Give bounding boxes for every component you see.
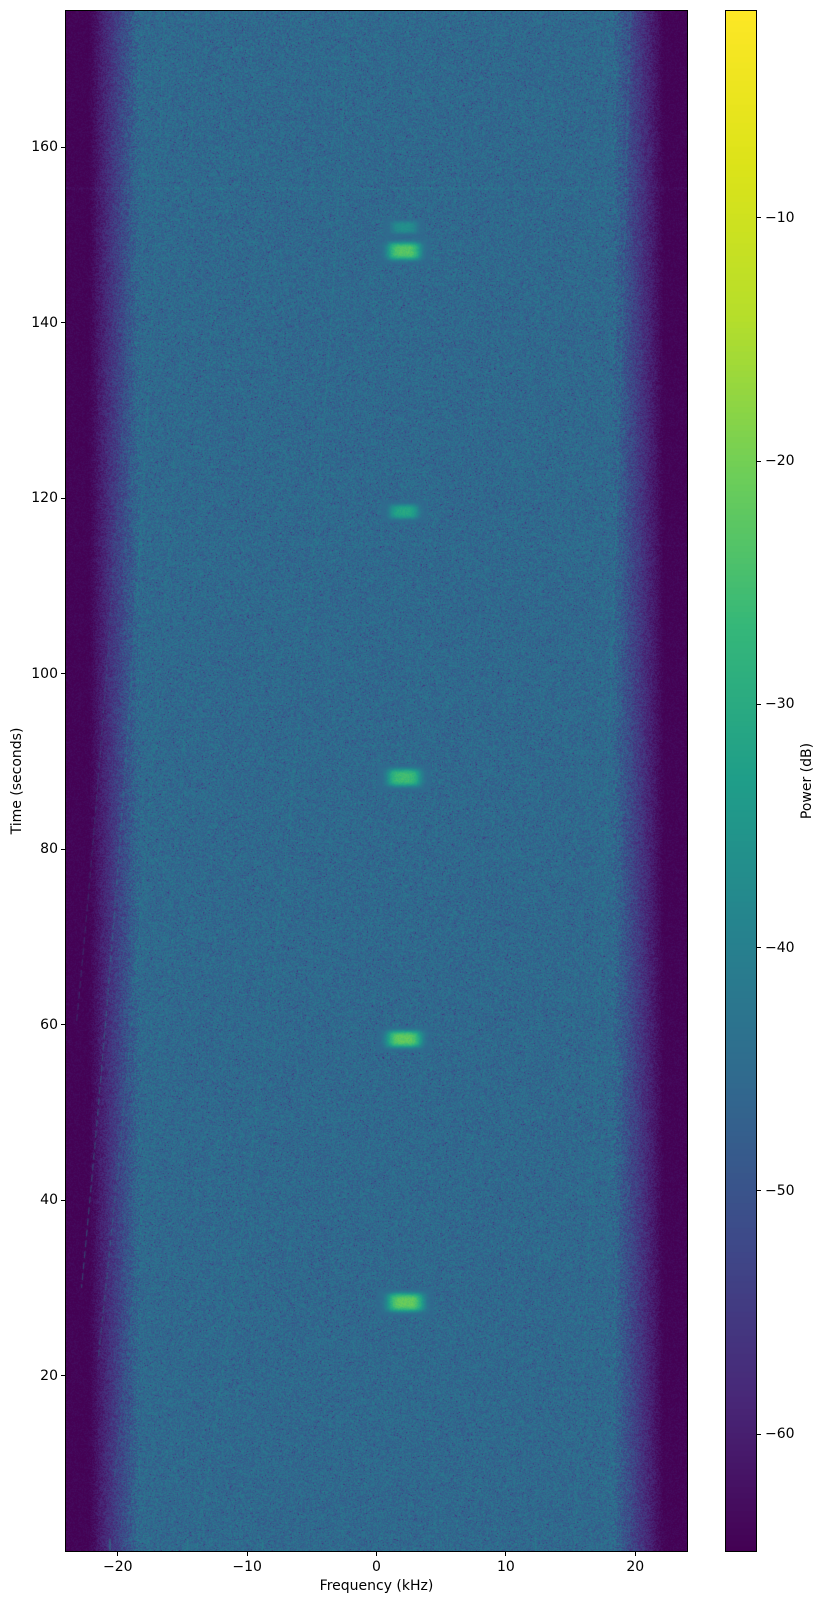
y-tick-mark — [61, 1199, 65, 1201]
colorbar-tick-mark — [757, 217, 761, 219]
colorbar-tick-label: −20 — [765, 453, 795, 470]
y-tick-mark — [61, 322, 65, 323]
colorbar-tick-mark — [757, 703, 761, 705]
x-tick-label: −20 — [102, 1559, 133, 1575]
y-tick-label: 80 — [40, 841, 58, 857]
y-tick-mark — [61, 497, 65, 499]
y-tick-label: 140 — [31, 314, 58, 331]
x-axis-label: Frequency (kHz) — [319, 1578, 434, 1594]
y-tick-label: 120 — [31, 490, 58, 506]
colorbar-gradient — [726, 11, 756, 1551]
x-tick-label: −10 — [232, 1559, 262, 1575]
y-tick-label: 100 — [31, 665, 58, 682]
x-tick-label: 0 — [372, 1559, 381, 1575]
x-tick-label: 10 — [496, 1559, 515, 1575]
colorbar-tick-label: −60 — [765, 1426, 795, 1443]
colorbar-tick-mark — [757, 1433, 761, 1435]
colorbar-tick-mark — [757, 947, 761, 949]
colorbar-tick-label: −30 — [765, 696, 795, 713]
y-tick-label: 160 — [31, 139, 58, 155]
y-tick-mark — [61, 1375, 65, 1376]
x-tick-mark — [117, 1552, 119, 1556]
y-tick-label: 20 — [40, 1367, 58, 1384]
x-tick-mark — [505, 1552, 507, 1556]
colorbar-tick-mark — [757, 1190, 761, 1192]
y-tick-mark — [61, 848, 65, 850]
y-tick-mark — [61, 146, 65, 148]
x-tick-label: 20 — [626, 1559, 645, 1575]
y-tick-label: 60 — [40, 1016, 58, 1033]
y-tick-mark — [61, 1024, 65, 1025]
x-tick-mark — [246, 1552, 248, 1556]
y-axis-label: Time (seconds) — [9, 727, 25, 835]
x-tick-mark — [634, 1552, 636, 1556]
colorbar-tick-label: −40 — [765, 939, 795, 956]
colorbar-tick-mark — [757, 460, 761, 462]
spectrogram-heatmap — [66, 11, 687, 1551]
y-tick-mark — [61, 673, 65, 674]
y-tick-label: 40 — [40, 1192, 58, 1208]
colorbar-tick-label: −10 — [765, 209, 795, 226]
colorbar-label: Power (dB) — [799, 742, 815, 820]
colorbar-tick-label: −50 — [765, 1182, 795, 1199]
x-tick-mark — [376, 1552, 377, 1556]
